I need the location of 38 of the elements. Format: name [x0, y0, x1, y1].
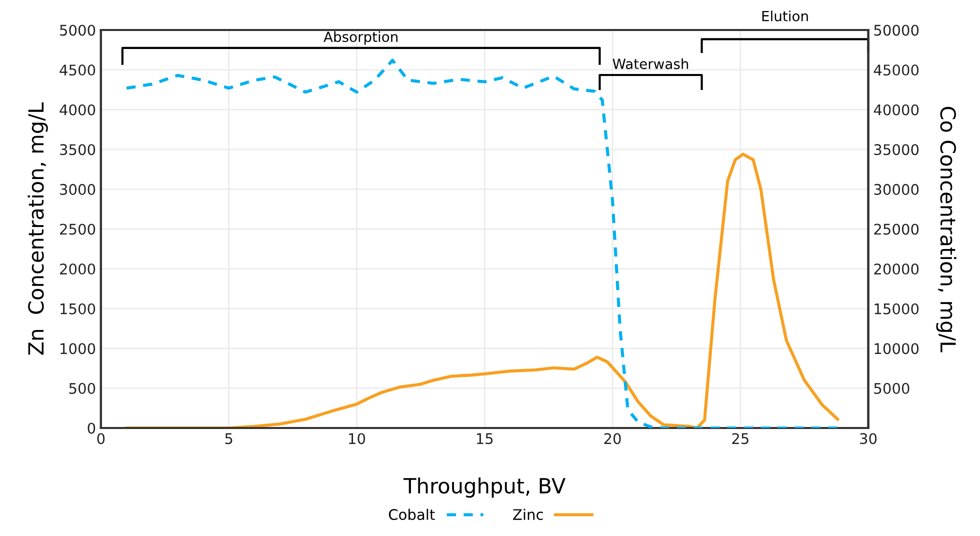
y-tick-label: 4000	[60, 104, 96, 116]
y2-tick-label: 20000	[874, 264, 919, 275]
y-tick-label: 1000	[60, 343, 96, 354]
y2-tick-label: 5000	[874, 382, 910, 394]
x-tick-label: 15	[476, 433, 493, 444]
y2-tick-label: 30000	[874, 184, 919, 195]
x-tick-label: 0	[97, 433, 105, 444]
text: Elution	[762, 10, 808, 22]
y2-axis-title: Co Concentration, mg/L	[936, 106, 956, 352]
y-tick-label: 500	[69, 382, 96, 394]
y2-tick-label: 10000	[874, 343, 919, 354]
legend-label: Zinc	[513, 508, 543, 520]
y-tick-label: 2500	[60, 224, 96, 235]
annotation: Absorption	[324, 31, 398, 45]
line-series	[124, 152, 840, 428]
y2-tick-label: 25000	[874, 224, 919, 235]
y-tick-label: 4500	[60, 64, 96, 76]
x-axis-title: Throughput, BV	[403, 478, 566, 498]
y2-tick-label: 40000	[874, 104, 919, 116]
x-tick-label: 25	[732, 433, 748, 444]
y-tick-label: 2000	[60, 264, 96, 275]
y-tick-label: 0	[88, 422, 96, 434]
y2-tick-label: 35000	[874, 144, 919, 156]
x-tick-label: 5	[225, 433, 232, 444]
y-tick-label: 3000	[60, 184, 96, 195]
x-tick-label: 30	[860, 433, 877, 444]
line-series	[124, 58, 840, 428]
y-tick-label: 3500	[60, 144, 96, 156]
annotation: Waterwash	[612, 58, 688, 70]
y-tick-label: 5000	[60, 24, 96, 36]
y2-tick-label: 50000	[874, 24, 919, 36]
x-tick-label: 20	[604, 433, 621, 444]
x-tick-label: 10	[349, 433, 366, 444]
y2-tick-label: 15000	[874, 303, 919, 314]
legend-label: Cobalt	[388, 508, 435, 520]
y-tick-label: 1500	[60, 303, 96, 314]
y-axis-title: Zn Concentration, mg/L	[28, 102, 48, 355]
y2-tick-label: 45000	[874, 64, 919, 76]
